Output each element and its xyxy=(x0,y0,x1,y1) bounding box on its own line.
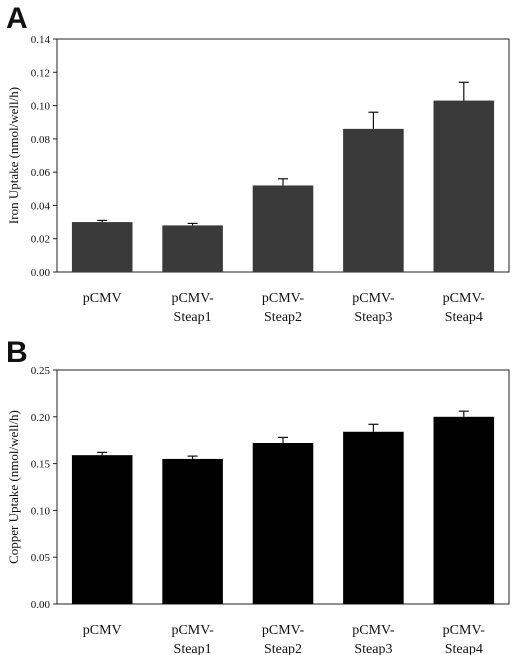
y-tick-label: 0.02 xyxy=(31,234,50,246)
bar xyxy=(162,458,223,604)
bar xyxy=(343,431,404,604)
bar xyxy=(71,455,133,604)
x-category-label: Steap3 xyxy=(354,310,392,325)
y-tick-label: 0.00 xyxy=(31,267,51,279)
y-axis-label: Copper Uptake (nmol/well/h) xyxy=(6,410,21,564)
x-category-label: Steap4 xyxy=(445,642,483,655)
x-category-label: Steap4 xyxy=(445,310,483,325)
bar xyxy=(162,225,223,272)
y-tick-label: 0.10 xyxy=(31,505,51,517)
x-category-label: pCMV xyxy=(83,291,122,306)
panel-label-b: B xyxy=(6,336,28,369)
y-tick-label: 0.05 xyxy=(31,552,51,564)
x-category-label: Steap1 xyxy=(174,310,212,325)
y-tick-label: 0.10 xyxy=(31,101,51,113)
panel-label-a: A xyxy=(6,2,28,35)
x-category-label: pCMV- xyxy=(352,291,395,306)
y-tick-label: 0.25 xyxy=(31,365,51,377)
bar xyxy=(433,100,495,272)
chart-panel-b: B 0.00 0.05 0.10 0.15 0.20 0.25 Copper Uptake … xyxy=(6,336,510,655)
x-category-label: pCMV- xyxy=(171,623,214,638)
x-category-label: pCMV- xyxy=(352,623,395,638)
x-category-label: pCMV xyxy=(83,623,122,638)
bar xyxy=(343,128,404,272)
x-category-label: pCMV- xyxy=(262,623,305,638)
x-category-label: pCMV- xyxy=(443,623,486,638)
x-category-label: Steap1 xyxy=(174,642,212,655)
y-tick-label: 0.00 xyxy=(31,599,51,611)
y-axis-label: Iron Uptake (nmol/well/h) xyxy=(6,87,21,224)
y-tick-label: 0.08 xyxy=(31,134,51,146)
chart-panel-a: A 0.00 0.02 0.04 0.06 0.08 0.10 0.12 0.14 Iron U… xyxy=(6,2,510,325)
bar xyxy=(433,416,495,604)
y-tick-label: 0.04 xyxy=(31,200,51,212)
bar xyxy=(252,443,314,604)
x-category-label: pCMV- xyxy=(262,291,305,306)
y-tick-label: 0.06 xyxy=(31,167,51,179)
y-tick-label: 0.20 xyxy=(31,412,51,424)
bar xyxy=(71,222,133,272)
y-tick-label: 0.15 xyxy=(31,459,51,471)
x-category-label: pCMV- xyxy=(443,291,486,306)
x-category-label: Steap2 xyxy=(264,642,302,655)
bar xyxy=(252,185,314,272)
x-category-label: pCMV- xyxy=(171,291,214,306)
x-category-label: Steap2 xyxy=(264,310,302,325)
y-tick-label: 0.14 xyxy=(31,34,51,46)
y-tick-label: 0.12 xyxy=(31,67,50,79)
x-category-label: Steap3 xyxy=(354,642,392,655)
